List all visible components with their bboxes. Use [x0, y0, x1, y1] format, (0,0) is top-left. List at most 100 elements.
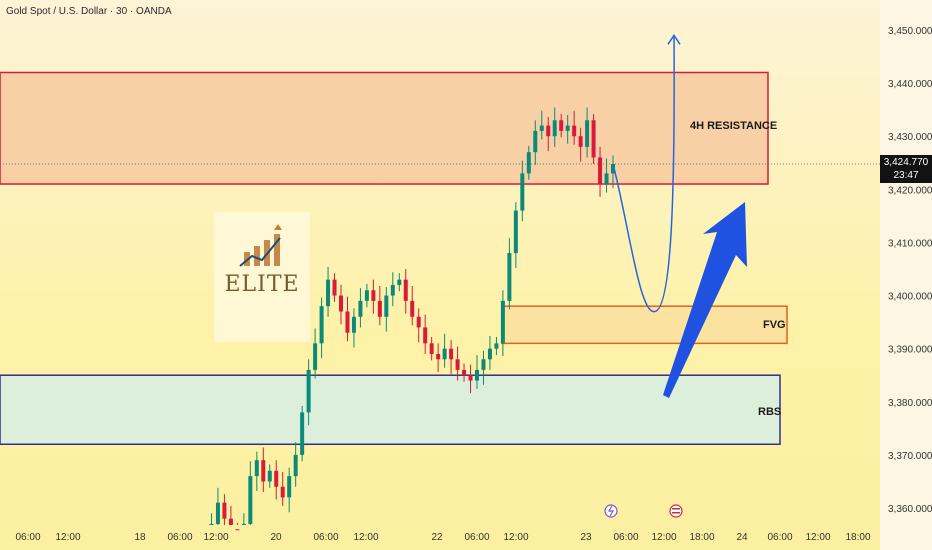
candle	[539, 110, 544, 140]
y-tick-label: 3,420.000	[888, 185, 932, 196]
flag-stripe-icon	[672, 512, 680, 514]
candle	[358, 288, 363, 328]
x-tick-label: 06:00	[167, 532, 192, 543]
candle	[332, 273, 337, 302]
x-tick-label: 12:00	[805, 532, 830, 543]
y-tick-label: 3,370.000	[888, 451, 932, 462]
candle	[293, 442, 298, 487]
x-tick-label: 18	[134, 532, 146, 543]
candle	[306, 359, 311, 426]
candle	[228, 505, 233, 525]
x-tick-label: 06:00	[464, 532, 489, 543]
candle	[462, 363, 467, 382]
x-tick-label: 20	[270, 532, 282, 543]
candle	[449, 340, 454, 375]
candle	[578, 127, 583, 162]
candle	[222, 494, 227, 525]
us-flag-event-icon	[669, 504, 683, 518]
candle	[436, 343, 441, 373]
candle	[559, 113, 564, 138]
price-axis-background	[880, 0, 932, 550]
candle	[215, 487, 220, 525]
y-tick-label: 3,400.000	[888, 292, 932, 303]
y-tick-label: 3,430.000	[888, 132, 932, 143]
candle	[494, 336, 499, 356]
projection-curve	[613, 35, 675, 313]
flag-stripe-icon	[672, 508, 680, 510]
candle	[364, 283, 369, 308]
candle	[274, 460, 279, 500]
y-tick-label: 3,360.000	[888, 504, 932, 515]
candle	[546, 117, 551, 152]
x-tick-label: 06:00	[613, 532, 638, 543]
x-tick-label: 12:00	[503, 532, 528, 543]
candle	[339, 284, 343, 325]
candle	[319, 297, 324, 359]
candle	[526, 145, 531, 180]
y-tick-label: 3,440.000	[888, 79, 932, 90]
candle	[384, 287, 389, 332]
y-tick-label: 3,410.000	[888, 238, 932, 249]
candle	[500, 290, 505, 357]
x-tick-label: 06:00	[15, 532, 40, 543]
candle	[572, 110, 577, 145]
candle	[397, 273, 402, 292]
x-tick-label: 12:00	[203, 532, 228, 543]
x-tick-label: 24	[736, 532, 748, 543]
x-tick-label: 12:00	[651, 532, 676, 543]
zone-label-fvg: FVG	[763, 319, 786, 331]
x-tick-label: 12:00	[353, 532, 378, 543]
candle	[280, 471, 285, 506]
chart-title: Gold Spot / U.S. Dollar · 30 · OANDA	[6, 6, 172, 17]
candle	[611, 155, 615, 189]
candle	[468, 364, 473, 394]
candle	[429, 336, 434, 361]
logo-text: ELITE	[224, 272, 300, 297]
lightning-glyph-icon	[607, 505, 615, 517]
y-tick-label: 3,380.000	[888, 398, 932, 409]
candle	[371, 279, 376, 314]
y-tick-label: 3,450.000	[888, 26, 932, 37]
candle	[377, 285, 382, 326]
candle	[403, 269, 408, 314]
zone-label-rbs: RBS	[758, 406, 782, 418]
candle	[248, 461, 253, 525]
candle	[552, 107, 557, 147]
elite-logo: ELITE	[214, 212, 310, 342]
candle-countdown: 23:47	[893, 170, 919, 181]
candle	[345, 296, 350, 342]
candle	[261, 447, 266, 493]
candle	[591, 113, 596, 164]
y-tick-label: 3,390.000	[888, 345, 932, 356]
zone-rbs	[0, 374, 781, 446]
last-price-tag: 3,424.770 23:47	[880, 155, 932, 183]
zone-label-4h-resistance: 4H RESISTANCE	[690, 120, 778, 132]
x-tick-label: 23	[580, 532, 592, 543]
candle	[475, 355, 479, 390]
candle	[241, 513, 246, 525]
candle	[267, 464, 272, 488]
candle	[287, 467, 292, 513]
zone-4h-resistance	[0, 71, 769, 185]
x-tick-label: 06:00	[767, 532, 792, 543]
candle	[520, 160, 525, 222]
candle	[423, 314, 428, 354]
candle	[254, 451, 259, 492]
bullish-arrow	[663, 202, 747, 398]
candle	[487, 335, 492, 370]
x-tick-label: 18:00	[689, 532, 714, 543]
candle	[390, 272, 395, 307]
candle	[565, 114, 570, 144]
candle	[598, 146, 603, 197]
x-tick-label: 12:00	[55, 532, 80, 543]
candle	[326, 266, 331, 317]
candle	[513, 202, 518, 268]
candle	[416, 308, 421, 343]
candle	[209, 513, 214, 525]
projection-arrowhead	[667, 33, 681, 45]
zone-fvg	[501, 305, 788, 345]
candle	[533, 120, 538, 165]
last-price-value: 3,424.770	[883, 157, 929, 168]
